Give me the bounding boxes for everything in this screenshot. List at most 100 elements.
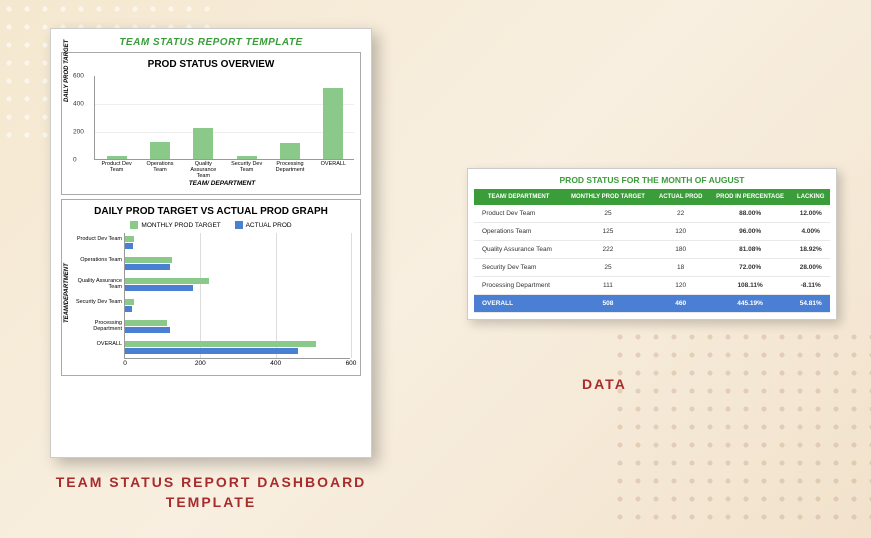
chart2-row-label: Security Dev Team: [71, 299, 125, 305]
table-header-row: TEAM/ DEPARTMENTMONTHLY PROD TARGETACTUA…: [474, 189, 830, 205]
table-total-cell: 460: [653, 295, 709, 313]
table-header-cell: PROD IN PERCENTAGE: [709, 189, 792, 205]
chart2-xtick: 600: [346, 358, 357, 367]
chart2-row: Processing Department: [125, 317, 350, 338]
table-cell: 72.00%: [709, 259, 792, 277]
table-row: Security Dev Team251872.00%28.00%: [474, 259, 830, 277]
table-row: Operations Team12512096.00%4.00%: [474, 223, 830, 241]
legend-actual-label: ACTUAL PROD: [246, 222, 292, 229]
chart2-ylabel: TEAM/DEPARTMENT: [64, 263, 70, 323]
legend-target: MONTHLY PROD TARGET: [130, 222, 220, 229]
chart2-row: OVERALL: [125, 338, 350, 359]
table-total-row: OVERALL508460445.19%54.81%: [474, 295, 830, 313]
table-cell: Quality Assurance Team: [474, 241, 563, 259]
legend-actual: ACTUAL PROD: [235, 222, 292, 229]
table-cell: 108.11%: [709, 277, 792, 295]
table-header-cell: ACTUAL PROD: [653, 189, 709, 205]
chart1-bar: [280, 143, 300, 159]
chart2-row: Product Dev Team: [125, 233, 350, 254]
chart2-row-label: Operations Team: [71, 257, 125, 263]
chart2-row-label: OVERALL: [71, 341, 125, 347]
table-row: Product Dev Team252288.00%12.00%: [474, 205, 830, 223]
table-row: Quality Assurance Team22218081.08%18.92%: [474, 241, 830, 259]
table-cell: 120: [653, 277, 709, 295]
chart1-ylabel: DAILY PROD TARGET: [64, 40, 70, 102]
table-cell: 22: [653, 205, 709, 223]
caption-left: TEAM STATUS REPORT DASHBOARD TEMPLATE: [50, 473, 372, 512]
table-cell: Processing Department: [474, 277, 563, 295]
chart2-bar-actual: [125, 285, 193, 291]
table-cell: 125: [563, 223, 652, 241]
chart2-legend: MONTHLY PROD TARGET ACTUAL PROD: [68, 219, 354, 233]
chart2-row: Security Dev Team: [125, 296, 350, 317]
chart1-area: DAILY PROD TARGET 0200400600Product Dev …: [68, 72, 354, 192]
table-cell: 180: [653, 241, 709, 259]
table-total-cell: OVERALL: [474, 295, 563, 313]
chart1-xlabel-item: Product Dev Team: [99, 159, 135, 173]
table-cell: 25: [563, 205, 652, 223]
chart2-bar-actual: [125, 306, 132, 312]
chart2-row-label: Processing Department: [71, 320, 125, 332]
table-header-cell: LACKING: [791, 189, 830, 205]
table-cell: 28.00%: [791, 259, 830, 277]
chart2-bar-target: [125, 278, 209, 284]
table-cell: Security Dev Team: [474, 259, 563, 277]
chart2-xtick: 0: [123, 358, 127, 367]
table-cell: 25: [563, 259, 652, 277]
chart1-box: PROD STATUS OVERVIEW DAILY PROD TARGET 0…: [61, 52, 361, 195]
table-total-cell: 54.81%: [791, 295, 830, 313]
chart2-bar-target: [125, 320, 167, 326]
chart2-bar-target: [125, 341, 316, 347]
table-cell: 18: [653, 259, 709, 277]
chart2-area: TEAM/DEPARTMENT 0200400600Product Dev Te…: [68, 233, 354, 359]
chart1-title: PROD STATUS OVERVIEW: [68, 57, 354, 72]
table-cell: 12.00%: [791, 205, 830, 223]
report-card: TEAM STATUS REPORT TEMPLATE PROD STATUS …: [50, 28, 372, 458]
data-table: TEAM/ DEPARTMENTMONTHLY PROD TARGETACTUA…: [474, 189, 830, 313]
chart1-ytick: 400: [73, 101, 84, 108]
chart1-bar: [150, 142, 170, 160]
table-cell: 96.00%: [709, 223, 792, 241]
chart2-xtick: 200: [195, 358, 206, 367]
table-cell: 88.00%: [709, 205, 792, 223]
table-cell: Operations Team: [474, 223, 563, 241]
table-cell: 222: [563, 241, 652, 259]
chart2-box: DAILY PROD TARGET VS ACTUAL PROD GRAPH M…: [61, 199, 361, 376]
chart2-plot: 0200400600Product Dev TeamOperations Tea…: [124, 233, 350, 359]
legend-target-label: MONTHLY PROD TARGET: [141, 222, 220, 229]
chart2-bar-actual: [125, 264, 170, 270]
table-cell: 120: [653, 223, 709, 241]
chart1-xlabel-item: Processing Department: [272, 159, 308, 173]
table-body: Product Dev Team252288.00%12.00%Operatio…: [474, 205, 830, 313]
caption-right: DATA: [582, 376, 627, 392]
table-total-cell: 445.19%: [709, 295, 792, 313]
chart1-xlabel-item: Security Dev Team: [229, 159, 265, 173]
table-header-cell: TEAM/ DEPARTMENT: [474, 189, 563, 205]
table-cell: 18.92%: [791, 241, 830, 259]
chart1-bar: [323, 88, 343, 159]
chart2-row-label: Product Dev Team: [71, 236, 125, 242]
chart2-xtick: 400: [270, 358, 281, 367]
table-total-cell: 508: [563, 295, 652, 313]
chart2-bar-target: [125, 299, 134, 305]
chart1-ytick: 200: [73, 129, 84, 136]
chart1-xlabel-item: Quality Assurance Team: [185, 159, 221, 179]
chart2-bar-target: [125, 257, 172, 263]
table-card: PROD STATUS FOR THE MONTH OF AUGUST TEAM…: [467, 168, 837, 320]
chart2-bar-actual: [125, 243, 133, 249]
chart2-bar-target: [125, 236, 134, 242]
table-cell: -8.11%: [791, 277, 830, 295]
chart2-title: DAILY PROD TARGET VS ACTUAL PROD GRAPH: [68, 204, 354, 219]
chart1-ytick: 0: [73, 157, 77, 164]
table-cell: Product Dev Team: [474, 205, 563, 223]
report-title: TEAM STATUS REPORT TEMPLATE: [61, 35, 361, 52]
chart2-bar-actual: [125, 327, 170, 333]
chart1-bar: [193, 128, 213, 159]
chart2-row: Operations Team: [125, 254, 350, 275]
table-cell: 4.00%: [791, 223, 830, 241]
table-title: PROD STATUS FOR THE MONTH OF AUGUST: [474, 175, 830, 189]
table-cell: 111: [563, 277, 652, 295]
dots-bottom-right: [611, 328, 871, 528]
chart1-plot: 0200400600Product Dev TeamOperations Tea…: [94, 76, 354, 160]
chart2-row: Quality Assurance Team: [125, 275, 350, 296]
